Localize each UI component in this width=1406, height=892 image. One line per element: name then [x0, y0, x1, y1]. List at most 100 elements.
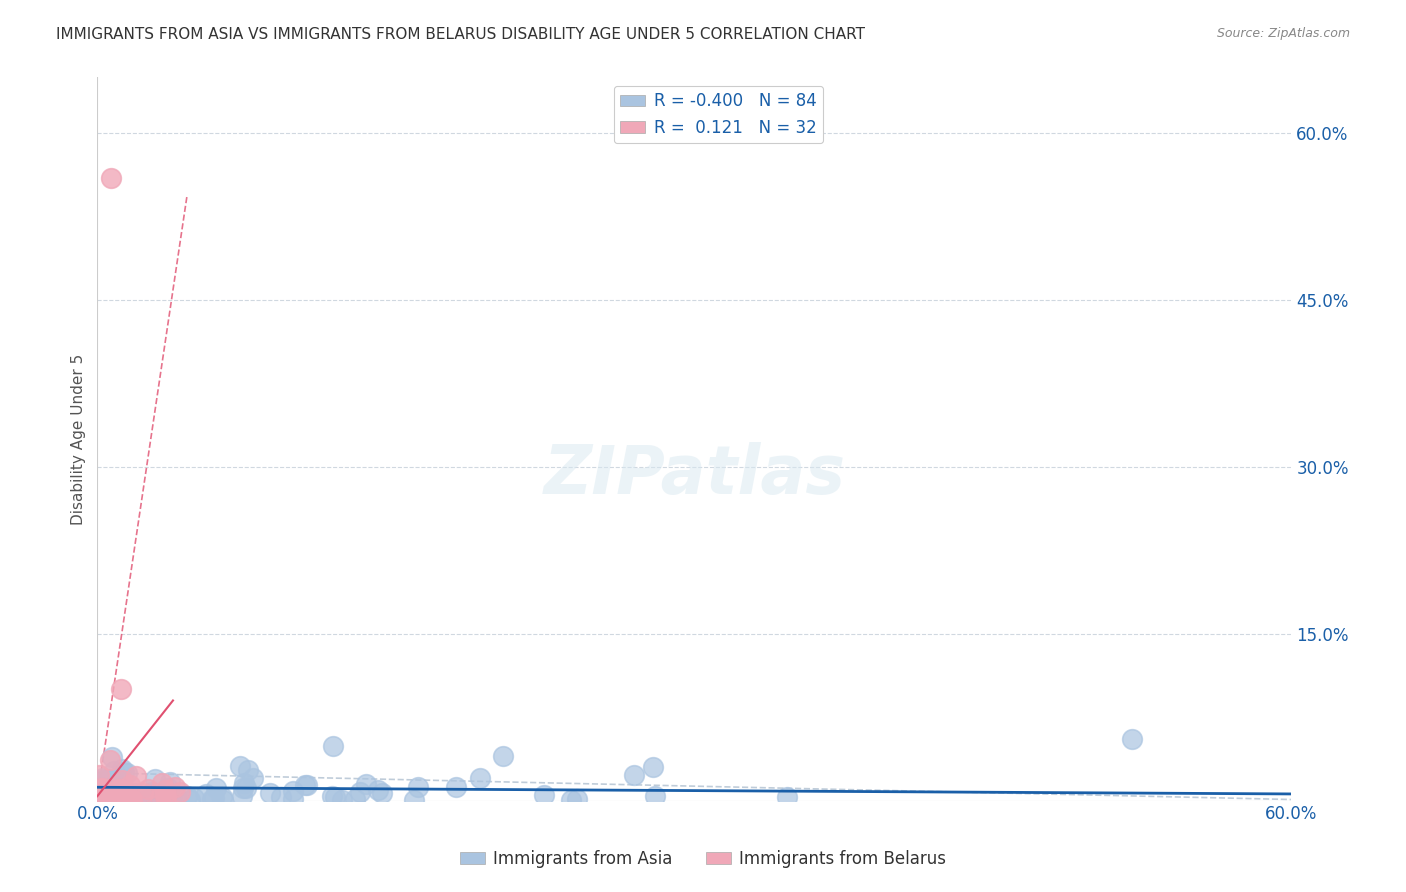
Immigrants from Asia	[112, 785, 135, 799]
Immigrants from Asia	[349, 785, 371, 799]
Immigrants from Asia	[118, 792, 141, 806]
Immigrants from Belarus	[163, 780, 186, 794]
Immigrants from Asia	[121, 790, 143, 805]
Immigrants from Asia	[565, 792, 588, 806]
Immigrants from Asia	[110, 762, 132, 776]
Immigrants from Asia	[202, 791, 225, 805]
Immigrants from Asia	[121, 790, 143, 805]
Immigrants from Belarus	[90, 790, 112, 805]
Immigrants from Asia	[623, 768, 645, 782]
Immigrants from Asia	[406, 780, 429, 794]
Immigrants from Asia	[232, 781, 254, 796]
Immigrants from Asia	[235, 781, 257, 796]
Immigrants from Asia	[98, 780, 121, 795]
Immigrants from Asia	[270, 790, 292, 805]
Immigrants from Asia	[97, 772, 120, 786]
Immigrants from Belarus	[169, 785, 191, 799]
Immigrants from Asia	[143, 793, 166, 807]
Immigrants from Asia	[118, 793, 141, 807]
Immigrants from Asia	[644, 789, 666, 804]
Immigrants from Asia	[283, 784, 305, 798]
Immigrants from Asia	[236, 763, 259, 777]
Immigrants from Belarus	[155, 790, 177, 805]
Immigrants from Asia	[229, 759, 252, 773]
Immigrants from Asia	[103, 764, 125, 778]
Immigrants from Belarus	[110, 682, 132, 697]
Immigrants from Asia	[101, 750, 124, 764]
Immigrants from Belarus	[107, 783, 129, 797]
Immigrants from Asia	[195, 787, 218, 801]
Immigrants from Asia	[402, 793, 425, 807]
Immigrants from Belarus	[155, 782, 177, 797]
Immigrants from Asia	[90, 774, 112, 789]
Immigrants from Asia	[294, 778, 316, 792]
Immigrants from Asia	[323, 790, 346, 805]
Immigrants from Asia	[141, 787, 163, 801]
Immigrants from Belarus	[98, 781, 121, 796]
Immigrants from Asia	[204, 781, 226, 796]
Immigrants from Belarus	[131, 786, 153, 800]
Immigrants from Belarus	[94, 784, 117, 798]
Immigrants from Asia	[97, 791, 120, 805]
Immigrants from Asia	[468, 771, 491, 785]
Immigrants from Asia	[150, 789, 173, 803]
Immigrants from Asia	[232, 776, 254, 790]
Immigrants from Asia	[91, 771, 114, 785]
Immigrants from Asia	[159, 775, 181, 789]
Immigrants from Belarus	[155, 789, 177, 803]
Immigrants from Belarus	[89, 768, 111, 782]
Immigrants from Belarus	[108, 781, 131, 796]
Immigrants from Belarus	[100, 170, 122, 185]
Immigrants from Belarus	[121, 792, 143, 806]
Immigrants from Asia	[165, 789, 187, 804]
Immigrants from Asia	[176, 789, 198, 804]
Immigrants from Asia	[112, 764, 135, 779]
Immigrants from Asia	[98, 791, 121, 805]
Immigrants from Asia	[643, 760, 665, 774]
Immigrants from Asia	[118, 789, 141, 803]
Legend: Immigrants from Asia, Immigrants from Belarus: Immigrants from Asia, Immigrants from Be…	[453, 844, 953, 875]
Immigrants from Asia	[281, 791, 304, 805]
Legend: R = -0.400   N = 84, R =  0.121   N = 32: R = -0.400 N = 84, R = 0.121 N = 32	[613, 86, 823, 144]
Immigrants from Asia	[141, 784, 163, 798]
Immigrants from Asia	[344, 792, 367, 806]
Text: IMMIGRANTS FROM ASIA VS IMMIGRANTS FROM BELARUS DISABILITY AGE UNDER 5 CORRELATI: IMMIGRANTS FROM ASIA VS IMMIGRANTS FROM …	[56, 27, 865, 42]
Immigrants from Belarus	[89, 792, 111, 806]
Immigrants from Asia	[295, 778, 318, 792]
Immigrants from Belarus	[94, 792, 117, 806]
Immigrants from Belarus	[152, 776, 174, 790]
Immigrants from Asia	[231, 789, 253, 803]
Immigrants from Asia	[259, 785, 281, 799]
Immigrants from Asia	[444, 780, 467, 795]
Immigrants from Asia	[157, 780, 180, 795]
Immigrants from Belarus	[149, 790, 172, 805]
Immigrants from Asia	[156, 785, 179, 799]
Immigrants from Belarus	[98, 753, 121, 767]
Immigrants from Belarus	[136, 781, 159, 796]
Immigrants from Asia	[492, 749, 515, 764]
Immigrants from Asia	[136, 793, 159, 807]
Immigrants from Belarus	[110, 772, 132, 787]
Immigrants from Belarus	[96, 789, 118, 804]
Immigrants from Asia	[124, 787, 146, 801]
Immigrants from Belarus	[117, 792, 139, 806]
Immigrants from Belarus	[118, 778, 141, 792]
Immigrants from Asia	[211, 790, 233, 805]
Immigrants from Asia	[242, 771, 264, 785]
Immigrants from Belarus	[90, 780, 112, 795]
Immigrants from Asia	[89, 779, 111, 793]
Immigrants from Asia	[322, 739, 344, 753]
Immigrants from Asia	[160, 789, 183, 804]
Immigrants from Belarus	[98, 788, 121, 802]
Immigrants from Asia	[107, 790, 129, 805]
Immigrants from Asia	[96, 792, 118, 806]
Text: ZIPatlas: ZIPatlas	[543, 442, 845, 508]
Immigrants from Asia	[371, 786, 394, 800]
Immigrants from Asia	[134, 793, 156, 807]
Immigrants from Asia	[367, 783, 389, 797]
Immigrants from Asia	[201, 792, 224, 806]
Y-axis label: Disability Age Under 5: Disability Age Under 5	[72, 353, 86, 524]
Immigrants from Asia	[533, 788, 555, 802]
Immigrants from Asia	[356, 777, 378, 791]
Immigrants from Asia	[560, 793, 582, 807]
